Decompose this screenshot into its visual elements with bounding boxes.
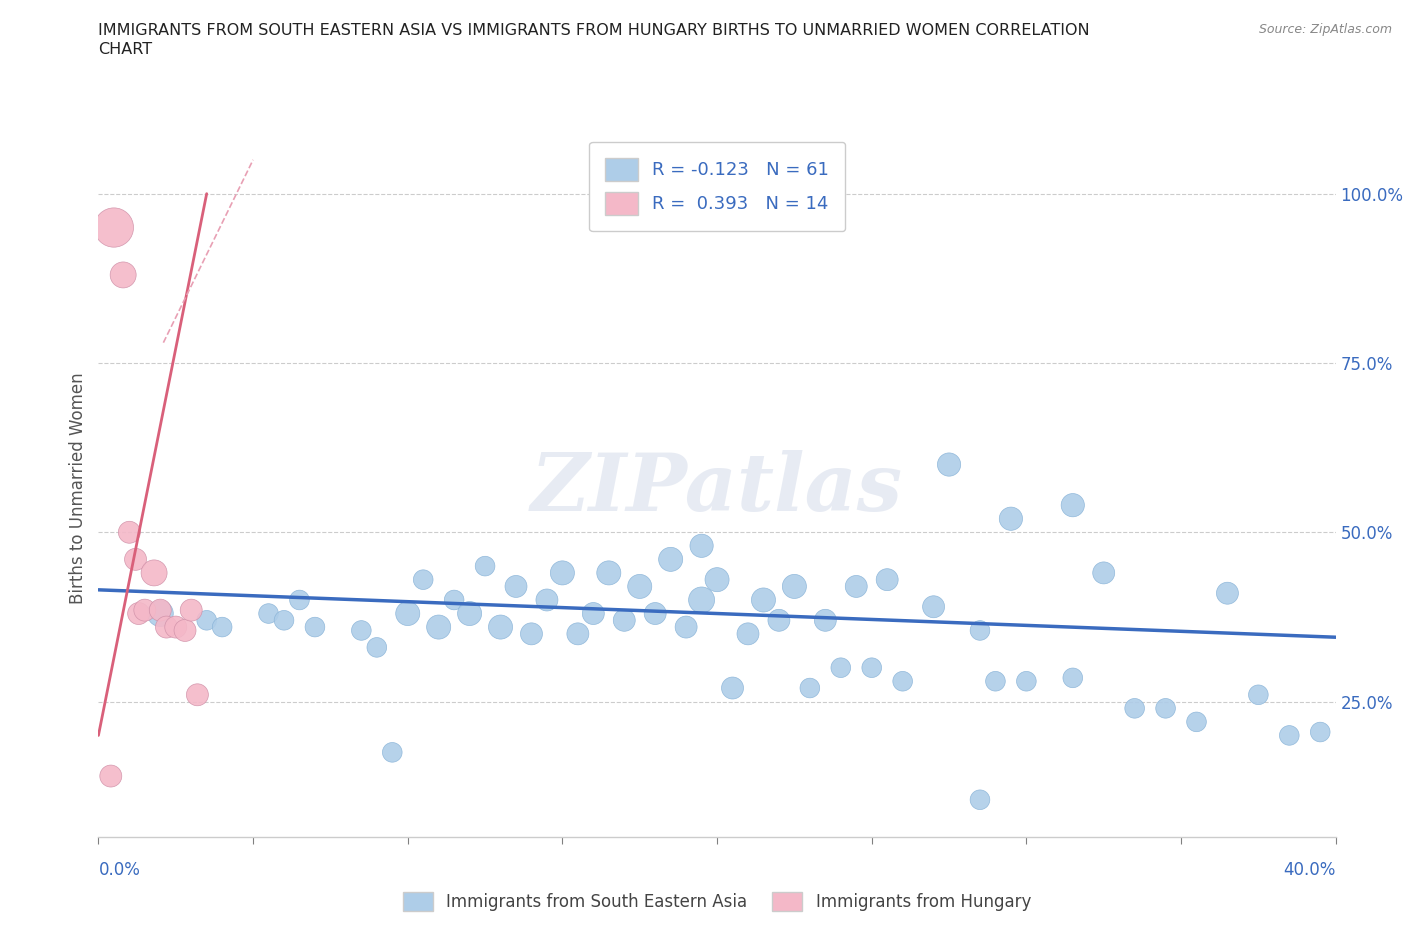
Point (124, 551, 146, 566)
Point (1216, 586, 1239, 601)
Legend: Immigrants from South Eastern Asia, Immigrants from Hungary: Immigrants from South Eastern Asia, Immi… (395, 884, 1039, 920)
Point (396, 606, 419, 621)
Point (706, 572, 728, 587)
Point (613, 613, 636, 628)
Point (799, 681, 821, 696)
Point (768, 613, 790, 628)
Point (860, 660, 883, 675)
Point (659, 551, 682, 566)
Point (1092, 565, 1115, 580)
Point (366, 640, 388, 655)
Point (752, 592, 775, 607)
Point (520, 627, 543, 642)
Point (1000, 512, 1022, 526)
Point (1278, 728, 1301, 743)
Point (922, 599, 945, 614)
Point (195, 613, 218, 628)
Point (1062, 498, 1084, 512)
Point (737, 627, 759, 642)
Point (211, 619, 233, 634)
Point (458, 606, 481, 621)
Text: IMMIGRANTS FROM SOUTH EASTERN ASIA VS IMMIGRANTS FROM HUNGARY BIRTHS TO UNMARRIE: IMMIGRANTS FROM SOUTH EASTERN ASIA VS IM… (98, 23, 1090, 38)
Point (505, 579, 527, 594)
Text: CHART: CHART (98, 42, 152, 57)
Point (628, 579, 651, 594)
Point (257, 606, 280, 621)
Point (186, 687, 208, 702)
Point (969, 792, 991, 807)
Point (412, 572, 434, 587)
Point (598, 565, 620, 580)
Point (830, 660, 852, 675)
Point (100, 768, 122, 783)
Point (938, 458, 960, 472)
Point (103, 220, 125, 235)
Point (1185, 714, 1208, 729)
Point (984, 674, 1007, 689)
Point (134, 603, 156, 618)
Point (551, 565, 574, 580)
Point (783, 579, 806, 594)
Point (721, 681, 744, 696)
Point (273, 613, 295, 628)
Point (1154, 701, 1177, 716)
Y-axis label: Births to Unmarried Women: Births to Unmarried Women (69, 372, 87, 604)
Point (443, 592, 465, 607)
Text: ZIPatlas: ZIPatlas (531, 449, 903, 527)
Point (1062, 671, 1084, 685)
Point (582, 606, 605, 621)
Point (350, 623, 373, 638)
Point (474, 559, 496, 574)
Point (814, 613, 837, 628)
Point (644, 606, 666, 621)
Point (174, 623, 197, 638)
Point (845, 579, 868, 594)
Point (675, 619, 697, 634)
Point (288, 592, 311, 607)
Point (128, 606, 150, 621)
Point (690, 592, 713, 607)
Point (155, 619, 177, 634)
Point (180, 603, 202, 618)
Point (165, 619, 187, 634)
Text: Source: ZipAtlas.com: Source: ZipAtlas.com (1258, 23, 1392, 36)
Point (143, 565, 166, 580)
Point (381, 745, 404, 760)
Point (690, 538, 713, 553)
Point (118, 525, 141, 539)
Point (1015, 674, 1038, 689)
Text: 0.0%: 0.0% (98, 860, 141, 879)
Point (567, 627, 589, 642)
Point (876, 572, 898, 587)
Point (489, 619, 512, 634)
Text: 40.0%: 40.0% (1284, 860, 1336, 879)
Point (149, 603, 172, 618)
Point (112, 268, 135, 283)
Point (536, 592, 558, 607)
Point (1309, 724, 1331, 739)
Point (1247, 687, 1270, 702)
Point (969, 623, 991, 638)
Point (1123, 701, 1146, 716)
Point (304, 619, 326, 634)
Point (427, 619, 450, 634)
Point (891, 674, 914, 689)
Point (149, 606, 172, 621)
